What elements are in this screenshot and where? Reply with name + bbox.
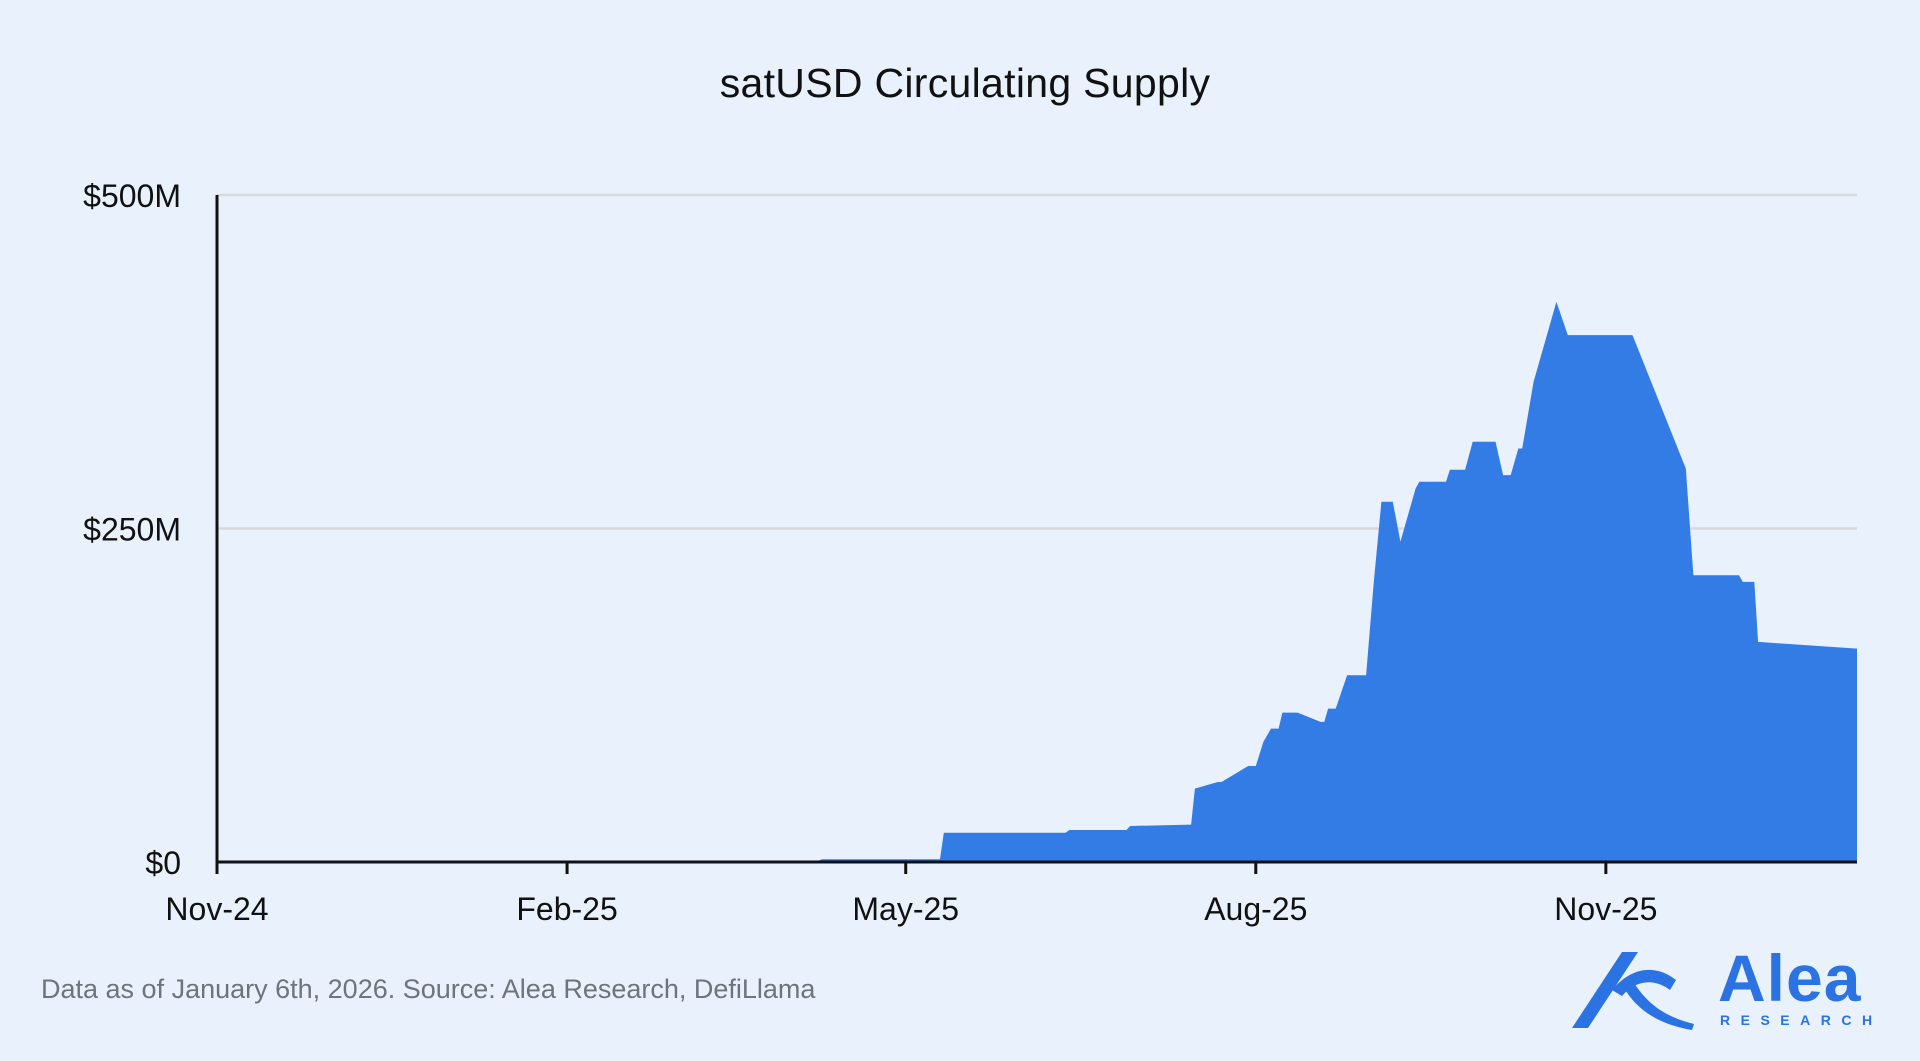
logo-word: Alea <box>1718 941 1862 1015</box>
area-series <box>217 301 1857 862</box>
x-tick-label: May-25 <box>852 891 959 927</box>
source-footnote: Data as of January 6th, 2026. Source: Al… <box>41 974 816 1004</box>
y-tick-label: $250M <box>83 512 181 548</box>
axes <box>215 195 1857 874</box>
alea-research-logo: Alea RESEARCH <box>1572 941 1872 1032</box>
area-series-0 <box>217 301 1857 862</box>
logo-subtitle: RESEARCH <box>1720 1012 1883 1028</box>
alea-logo-icon <box>1572 952 1694 1030</box>
y-tick-label: $0 <box>145 845 181 881</box>
x-tick-label: Aug-25 <box>1204 891 1307 927</box>
x-tick-label: Nov-25 <box>1554 891 1657 927</box>
tick-labels: Nov-24 Feb-25 May-25 Aug-25 Nov-25 $0 $250M $50… <box>83 178 1657 927</box>
y-tick-label: $500M <box>83 178 181 214</box>
chart-title: satUSD Circulating Supply <box>719 60 1211 106</box>
x-tick-label: Nov-24 <box>165 891 268 927</box>
x-tick-label: Feb-25 <box>516 891 617 927</box>
